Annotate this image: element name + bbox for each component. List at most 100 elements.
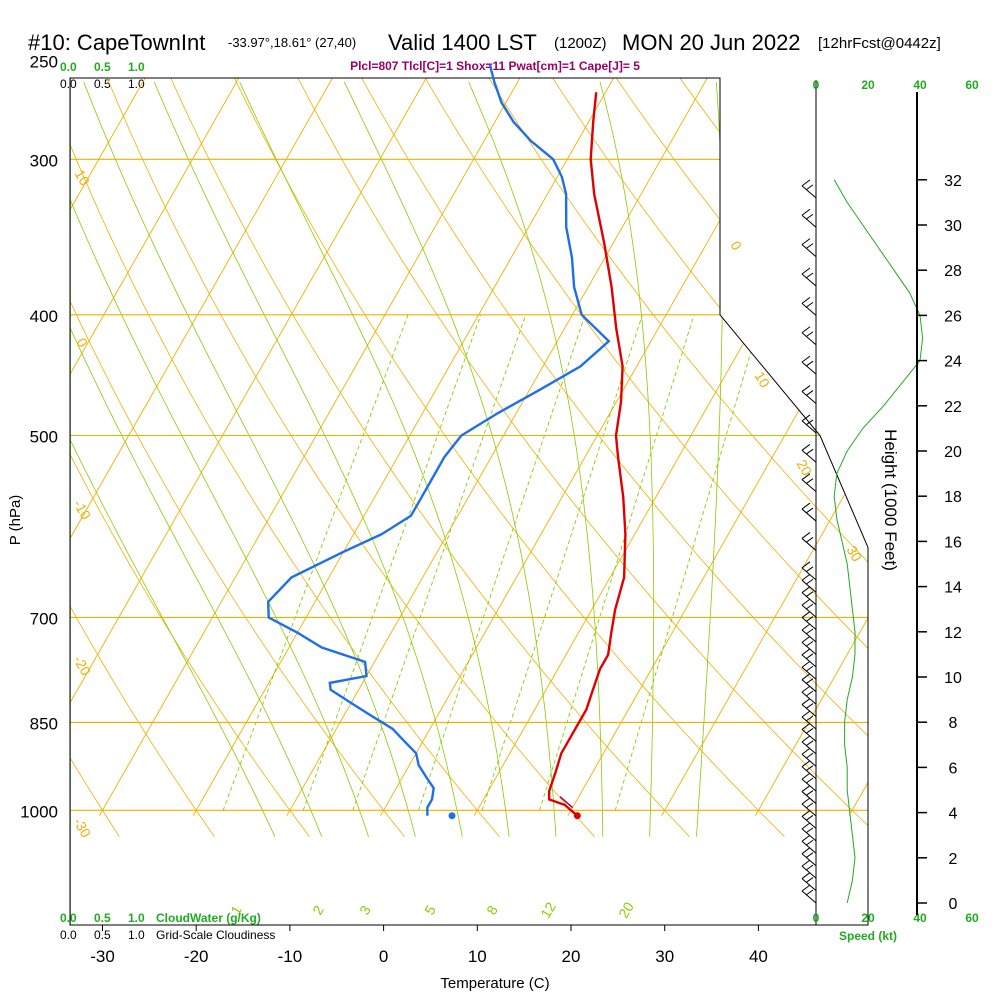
height-tick-label: 6 [949,760,958,777]
height-tick-label: 24 [944,354,962,371]
wind-barb [801,561,817,581]
dry-adiabat [340,78,868,837]
height-axis-title: Height (1000 Feet) [881,429,900,571]
bottom-black-tick: 0.0 [60,928,77,942]
height-tick-label: 0 [949,896,958,913]
moist-adiabat [153,81,463,837]
bottom-black-tick: 0.5 [94,928,111,942]
height-tick-label: 30 [944,218,962,235]
speed-tick-top: 40 [913,78,927,92]
surface-dewpoint-marker [448,812,456,820]
moist-adiabat [70,81,323,837]
wind-barb [801,355,817,375]
wind-barb [801,785,817,804]
wind-barb [801,623,817,643]
height-tick-label: 20 [944,444,962,461]
isotherm-line [70,78,250,816]
dewpoint-profile [266,64,611,816]
speed-tick-top: 0 [813,78,820,92]
wind-barb [801,473,817,493]
station-title: #10: CapeTownInt [28,30,205,55]
dry-adiabat [964,39,1000,837]
isotherm-line [848,78,868,816]
pressure-tick-label: 400 [30,307,58,326]
wind-barb [801,698,817,717]
parcel-path [559,796,574,809]
wind-barb [801,760,817,780]
wind-barb [801,208,817,228]
wind-barb [801,238,817,258]
top-black-tick: 1.0 [128,77,145,91]
temperature-tick-label: 10 [468,947,487,966]
wind-barb [801,847,817,867]
temperature-tick-label: -30 [90,947,115,966]
isotherm-label: -10 [70,497,94,523]
speed-tick-bottom: 60 [965,911,979,925]
isotherm-label: 20 [794,457,816,479]
dry-adiabat [277,78,868,837]
temperature-tick-label: 40 [749,947,768,966]
top-green-tick: 1.0 [128,60,145,74]
wind-barb [801,735,817,755]
dry-adiabat [153,78,690,837]
isotherm-label: -30 [70,815,94,841]
dry-adiabat [527,78,868,838]
isotherm-label: 0 [73,335,91,350]
bottom-cloudiness-scale: 0.0 0.5 1.0 Grid-Scale Cloudiness [60,928,275,942]
isotherm-label: -20 [70,653,94,679]
mixing-ratio-line [481,314,643,811]
speed-tick-bottom: 0 [813,911,820,925]
mixing-ratio-line [418,314,586,811]
wind-barb [801,673,817,693]
isotherm-line [286,78,718,816]
height-tick-label: 4 [949,806,958,823]
wind-barb [801,573,817,593]
moist-adiabat [696,81,723,837]
isotherm-label: 10 [752,369,774,391]
isotherm-label: 30 [844,543,866,565]
height-tick-label: 8 [949,715,958,732]
moist-adiabat [468,81,604,837]
wind-speed-profile [833,179,924,904]
height-tick-label: 28 [944,263,962,280]
height-tick-label: 32 [944,173,962,190]
top-black-tick: 0.5 [94,77,111,91]
wind-barb [801,532,817,551]
height-tick-label: 10 [944,670,962,687]
pressure-tick-label: 850 [30,714,58,733]
moist-adiabat [599,81,655,837]
dry-adiabat [215,78,785,837]
isotherm-label: 0 [727,238,745,253]
wind-barb [801,636,817,655]
height-tick-label: 22 [944,399,962,416]
mixing-ratio-line [222,314,409,811]
mixing-ratio-label: 20 [615,899,637,921]
utc-time: (1200Z) [554,35,607,52]
wind-barb [801,414,817,434]
temperature-tick-label: -10 [278,947,303,966]
station-coords: -33.97°,18.61° (27,40) [228,35,356,50]
cloudiness-label: Grid-Scale Cloudiness [156,928,275,942]
temperature-tick-label: 20 [562,947,581,966]
moist-adiabat [343,81,557,837]
mixing-ratio-label: 12 [537,899,559,921]
isotherm-line [754,78,868,816]
mixing-ratio-line [539,314,695,811]
pressure-tick-label: 250 [30,53,58,72]
speed-tick-bottom: 40 [913,911,927,925]
isotherm-line [70,78,156,816]
mixing-ratio-label: 5 [421,902,439,917]
top-cloudwater-scale: 0.0 0.5 1.0 [60,60,145,74]
valid-time: Valid 1400 LST [388,30,537,55]
moist-adiabat [70,81,369,837]
wind-barb [801,710,817,730]
speed-tick-top: 60 [965,78,979,92]
moist-adiabat [83,81,416,837]
mixing-ratio-label: 3 [356,902,374,917]
params-line: Plcl=807 Tlcl[C]=1 Shox=11 Pwat[cm]=1 Ca… [350,59,640,73]
y-axis-title: P (hPa) [7,495,24,546]
wind-barb [801,884,817,904]
temperature-tick-label: -20 [184,947,209,966]
isotherm-line [70,78,343,816]
